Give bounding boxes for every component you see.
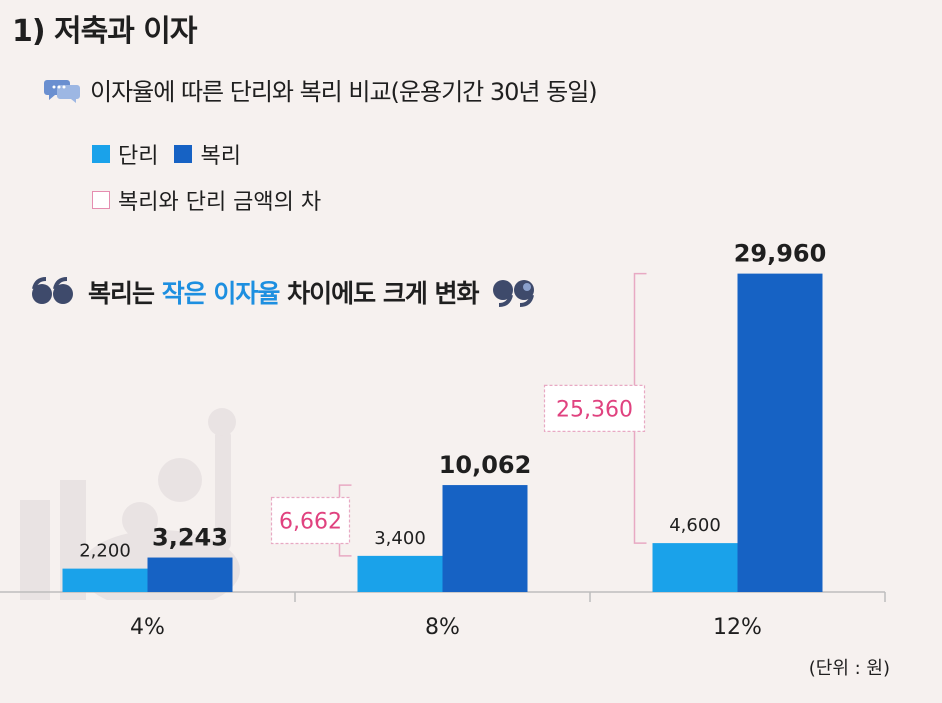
chart-subtitle-row: 이자율에 따른 단리와 복리 비교(운용기간 30년 동일) [44,72,598,107]
legend-label-simple: 단리 [118,144,159,169]
callout-text-part1: 복리는 [88,279,162,308]
data-label-simple: 3,400 [374,528,426,549]
legend-item-simple: 단리 복리 [92,136,321,172]
data-label-compound: 29,960 [734,240,827,268]
callout-highlight: 작은 이자율 [161,279,281,308]
legend-label-difference: 복리와 단리 금액의 차 [118,190,322,215]
quote-close-icon [492,280,534,307]
speech-bubble-icon [44,79,80,103]
page-title: 1) 저축과 이자 [12,14,197,49]
chart-legend: 단리 복리 복리와 단리 금액의 차 [92,136,321,218]
data-label-compound: 3,243 [152,524,228,552]
bar-simple [357,555,443,592]
legend-label-compound: 복리 [200,144,241,169]
chart-subtitle: 이자율에 따른 단리와 복리 비교(운용기간 30년 동일) [90,78,598,106]
data-label-compound: 10,062 [439,451,532,479]
x-tick-label: 4% [130,615,165,640]
data-label-simple: 2,200 [79,541,131,562]
legend-swatch-difference [92,191,110,209]
data-label-simple: 4,600 [669,515,721,536]
bar-simple [62,568,148,592]
x-tick-label: 8% [425,615,460,640]
difference-box [543,384,646,432]
difference-label: 25,360 [556,397,633,422]
callout: 복리는 작은 이자율 차이에도 크게 변화 [30,274,537,310]
difference-label: 6,662 [279,509,342,534]
legend-swatch-simple [92,145,110,163]
legend-swatch-compound [174,145,193,163]
callout-text: 복리는 작은 이자율 차이에도 크게 변화 [88,274,480,310]
quote-open-icon [32,277,73,304]
callout-text-part3: 차이에도 크게 변화 [279,279,479,308]
difference-box [270,496,351,545]
legend-item-difference: 복리와 단리 금액의 차 [92,182,321,218]
bar-simple [652,543,738,592]
bar-compound [147,557,233,592]
x-tick-label: 12% [713,615,762,640]
bar-compound [442,485,528,592]
bar-compound [737,273,823,592]
unit-note: (단위 : 원) [808,658,890,679]
